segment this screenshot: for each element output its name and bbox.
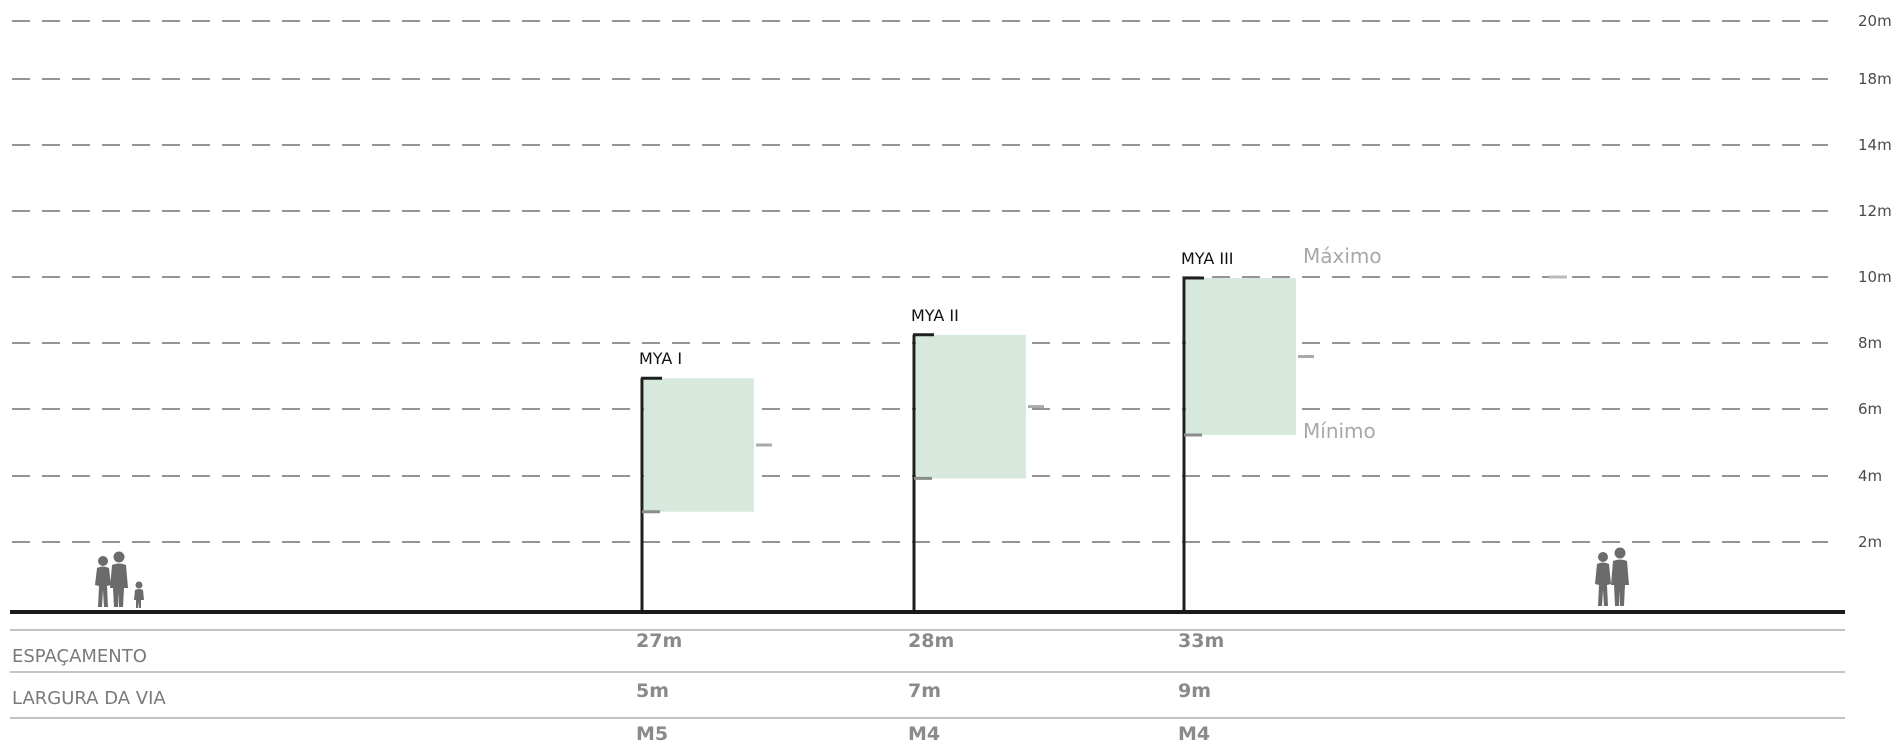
spacing-value: 27m [636,630,682,652]
lighting-zone [1186,278,1296,435]
spacing-row-label: ESPAÇAMENTO [12,646,147,667]
height-level-label: 20m [1858,12,1892,30]
road-width-value: 9m [1178,680,1211,702]
lighting-zone [916,334,1026,479]
spacing-value: 33m [1178,630,1224,652]
height-level-label: 18m [1858,70,1892,88]
pole-name: MYA III [1181,249,1234,268]
road-width-value: 5m [636,680,669,702]
height-level-label: 6m [1858,400,1882,418]
height-level-label: 8m [1858,334,1882,352]
max-label: Máximo [1303,244,1382,268]
road-width-row-label: LARGURA DA VIA [12,688,166,709]
pole-name: MYA I [639,349,682,368]
min-label: Mínimo [1303,419,1376,443]
row-values: 27m 5m M5 28m 7m M4 33m 9m M4 [636,630,1224,744]
lighting-zone [644,378,754,512]
lighting-class-value: M4 [908,723,940,744]
poles: MYA I MYA II MYA III [639,249,1567,612]
height-level-label: 4m [1858,467,1882,485]
lighting-class-value: M4 [1178,723,1210,744]
pole-name: MYA II [911,306,959,325]
height-level-label: 12m [1858,202,1892,220]
height-level-label: 10m [1858,268,1892,286]
spacing-value: 28m [908,630,954,652]
lighting-zones [644,278,1296,512]
family-silhouette-icon [95,551,144,608]
couple-silhouette-icon [1595,547,1629,606]
height-level-label: 14m [1858,136,1892,154]
lighting-class-value: M5 [636,723,668,744]
height-level-label: 2m [1858,533,1882,551]
road-width-value: 7m [908,680,941,702]
